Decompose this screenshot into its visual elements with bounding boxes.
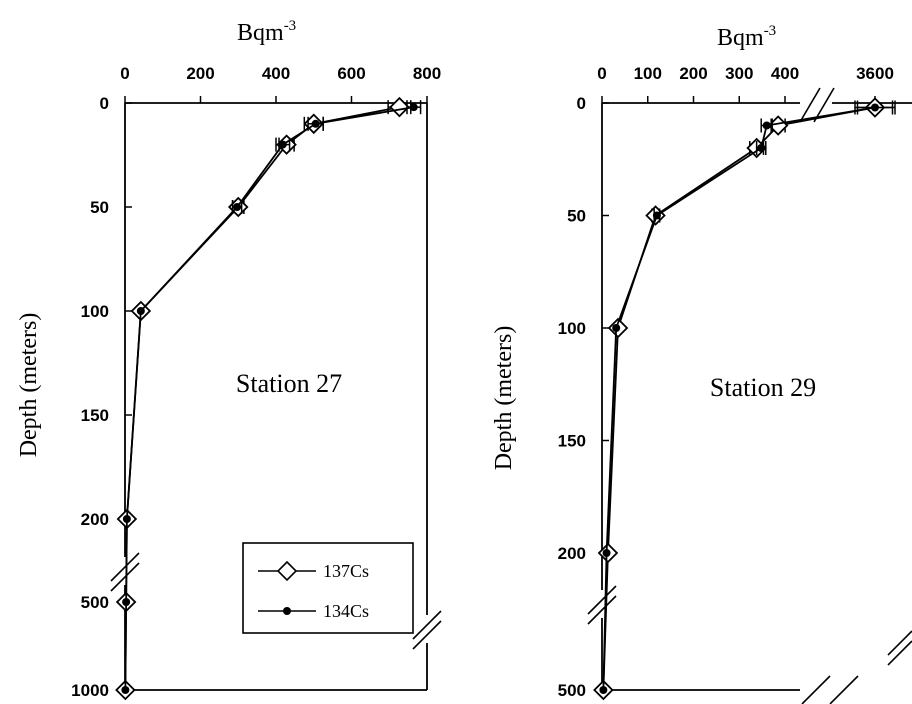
y-tick-label: 500 — [558, 681, 586, 700]
x-tick-label: 0 — [120, 64, 129, 83]
marker-134cs — [122, 598, 131, 606]
y-tick-label: 200 — [558, 544, 586, 563]
marker-137cs — [389, 96, 410, 118]
right-axis-break — [412, 610, 442, 640]
marker-134cs — [311, 119, 320, 128]
y-tick-label: 100 — [558, 319, 586, 338]
marker-134cs — [233, 203, 242, 211]
y-tick-label: 50 — [90, 198, 109, 217]
marker-134cs — [762, 121, 771, 130]
series-group — [115, 96, 422, 701]
x-tick-label: 0 — [597, 64, 606, 83]
y-axis-break — [110, 552, 140, 582]
x-unit-label: Bqm-3 — [717, 23, 776, 51]
marker-134cs — [599, 686, 608, 694]
panel-label: Station 29 — [710, 373, 816, 402]
x-tick-label: 200 — [679, 64, 707, 83]
y-axis-ticks: 0 50 100 150 200 500 1000 — [71, 94, 132, 700]
x-unit-label: Bqm-3 — [237, 18, 296, 46]
marker-134cs — [652, 211, 661, 220]
marker-134cs — [136, 307, 145, 315]
marker-134cs — [871, 103, 879, 112]
legend-box — [242, 542, 414, 634]
x-tick-label: 800 — [413, 64, 441, 83]
legend-marker-137cs — [258, 560, 316, 582]
y-axis-break — [110, 562, 140, 592]
y-tick-label: 0 — [577, 94, 586, 113]
panel-station-27: Bqm-3 Depth (meters) Station 27 0 200 400 6… — [16, 18, 442, 701]
marker-134cs — [122, 515, 131, 523]
marker-134cs — [278, 140, 287, 149]
panel-label: Station 27 — [236, 369, 342, 398]
x-tick-label: 600 — [337, 64, 365, 83]
legend-label-134cs: 134Cs — [323, 601, 369, 621]
y-tick-label: 500 — [81, 593, 109, 612]
x-tick-label: 100 — [634, 64, 662, 83]
right-axis-break — [412, 620, 442, 650]
panel-station-29: Bqm-3 Depth (meters) Station 29 0 100 200 3… — [491, 23, 912, 704]
y-tick-label: 1000 — [71, 681, 109, 700]
x-axis-ticks: 0 200 400 600 800 — [120, 64, 441, 103]
bottom-axis-break — [829, 675, 859, 704]
legend: 137Cs 134Cs — [242, 542, 414, 634]
x-axis-ticks: 0 100 200 300 400 3600 — [597, 64, 894, 103]
x-axis-break — [799, 87, 821, 123]
legend-marker-134cs — [258, 607, 316, 615]
y-tick-label: 150 — [558, 432, 586, 451]
y-axis-label: Depth (meters) — [16, 313, 42, 458]
right-axis-break — [887, 630, 912, 656]
x-tick-label: 400 — [771, 64, 799, 83]
marker-134cs — [121, 686, 130, 694]
y-axis-break — [587, 595, 617, 625]
y-tick-label: 100 — [81, 302, 109, 321]
marker-134cs — [409, 103, 418, 112]
y-axis-break — [587, 585, 617, 615]
right-axis-break — [887, 640, 912, 666]
bottom-axis-break — [801, 675, 831, 704]
x-tick-label: 300 — [725, 64, 753, 83]
y-tick-label: 50 — [567, 207, 586, 226]
y-tick-label: 0 — [100, 94, 109, 113]
y-axis-label: Depth (meters) — [491, 326, 517, 471]
series-line-134cs — [124, 106, 414, 691]
marker-134cs — [612, 324, 621, 332]
y-tick-label: 150 — [81, 406, 109, 425]
x-tick-label: 3600 — [856, 64, 894, 83]
x-tick-label: 200 — [186, 64, 214, 83]
marker-134cs — [757, 144, 766, 152]
marker-134cs — [602, 549, 611, 557]
y-tick-label: 200 — [81, 510, 109, 529]
series-group — [593, 97, 896, 701]
legend-label-137cs: 137Cs — [323, 561, 369, 581]
y-axis-ticks: 0 50 100 150 200 500 — [558, 94, 609, 700]
x-tick-label: 400 — [262, 64, 290, 83]
